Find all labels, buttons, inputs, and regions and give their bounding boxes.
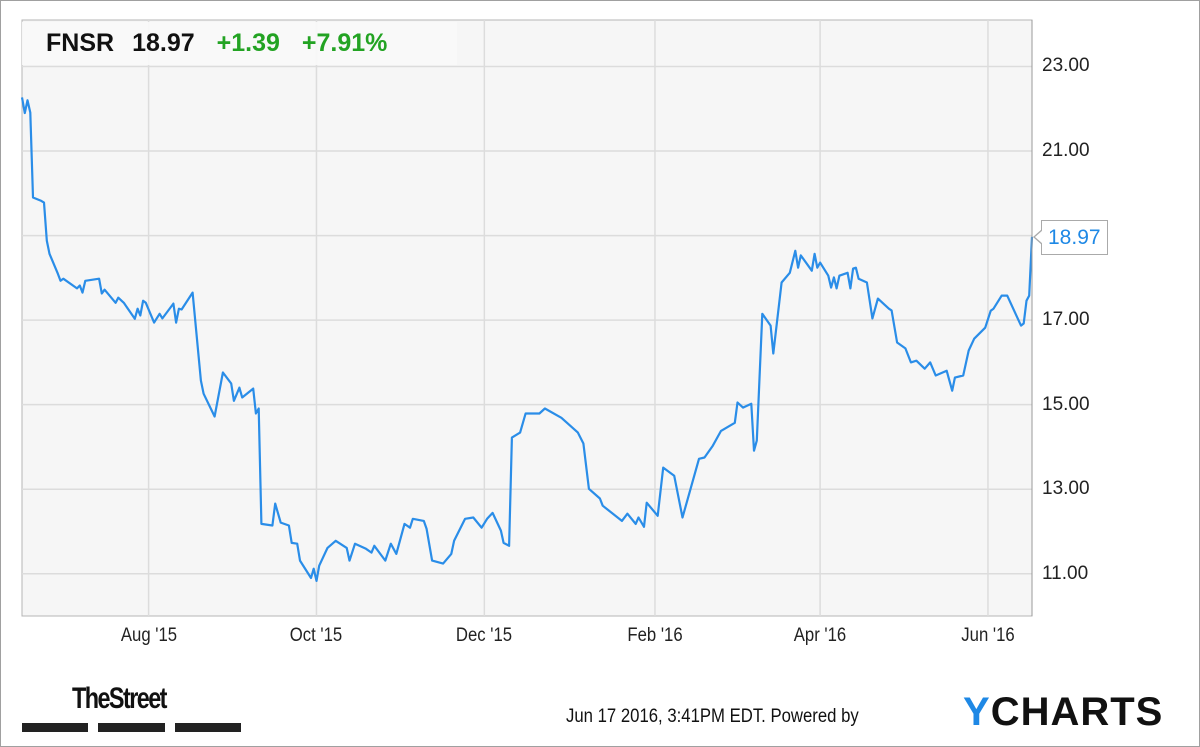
quote-header: FNSR 18.97 +1.39 +7.91% — [22, 22, 457, 65]
x-tick-label: Aug '15 — [120, 625, 177, 646]
ycharts-logo[interactable]: YCHARTS — [963, 690, 1163, 735]
plot-area — [21, 19, 1033, 617]
ycharts-logo-y: Y — [963, 690, 991, 734]
ycharts-logo-text: CHARTS — [990, 690, 1164, 734]
y-tick-label: 13.00 — [1042, 478, 1090, 500]
x-tick-label: Jun '16 — [961, 625, 1015, 646]
price-line — [20, 97, 1034, 582]
x-tick-label: Oct '15 — [290, 625, 343, 646]
y-tick-label: 21.00 — [1042, 140, 1090, 162]
price-change-percent: +7.91% — [301, 29, 388, 57]
timestamp-attribution: Jun 17 2016, 3:41PM EDT. Powered by — [566, 706, 859, 727]
x-tick-label: Dec '15 — [456, 625, 513, 646]
thestreet-logo: TheStreet — [72, 682, 167, 715]
y-tick-label: 23.00 — [1042, 55, 1090, 77]
price-change: +1.39 — [216, 29, 280, 57]
y-tick-label: 11.00 — [1042, 562, 1089, 584]
y-tick-label: 15.00 — [1042, 393, 1090, 415]
x-tick-label: Feb '16 — [627, 625, 683, 646]
thestreet-logo-bar — [98, 723, 165, 732]
ticker-symbol: FNSR — [46, 29, 115, 57]
y-tick-label: 17.00 — [1042, 309, 1090, 331]
thestreet-logo-bar — [22, 723, 88, 732]
thestreet-logo-bar — [175, 723, 241, 732]
last-price-label: 18.97 — [1033, 220, 1108, 255]
x-tick-label: Apr '16 — [793, 625, 847, 646]
current-price: 18.97 — [132, 29, 195, 57]
